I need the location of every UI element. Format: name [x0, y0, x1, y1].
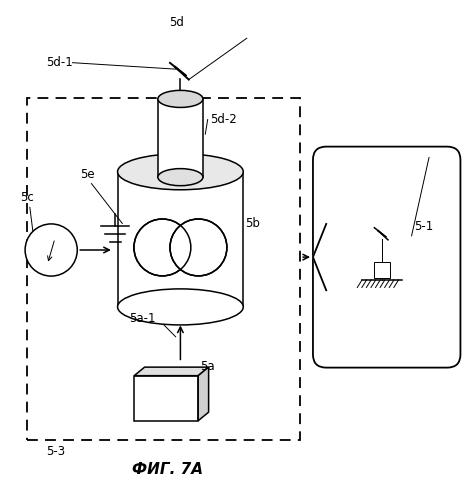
- Text: 5-1: 5-1: [413, 220, 432, 233]
- Bar: [373, 262, 389, 278]
- Ellipse shape: [158, 168, 202, 186]
- Circle shape: [169, 219, 227, 276]
- Text: 5d-1: 5d-1: [46, 56, 73, 69]
- Bar: [158, 99, 202, 177]
- Bar: [117, 172, 243, 307]
- Text: 5e: 5e: [79, 168, 94, 180]
- Ellipse shape: [158, 90, 202, 108]
- Text: 5a: 5a: [200, 360, 215, 372]
- Text: 5-3: 5-3: [46, 445, 65, 458]
- Circle shape: [25, 224, 77, 276]
- Text: 5d-2: 5d-2: [209, 113, 236, 126]
- Text: ФИГ. 7А: ФИГ. 7А: [131, 462, 202, 476]
- Text: 5b: 5b: [245, 218, 260, 230]
- Text: 5d: 5d: [169, 16, 184, 30]
- Circle shape: [134, 219, 190, 276]
- Polygon shape: [312, 224, 326, 290]
- Polygon shape: [134, 367, 208, 376]
- Ellipse shape: [117, 154, 243, 190]
- Bar: [134, 376, 198, 420]
- Text: 5a-1: 5a-1: [129, 312, 156, 326]
- Ellipse shape: [117, 289, 243, 325]
- Bar: [28, 98, 299, 440]
- Text: 5c: 5c: [20, 192, 34, 204]
- Polygon shape: [198, 367, 208, 420]
